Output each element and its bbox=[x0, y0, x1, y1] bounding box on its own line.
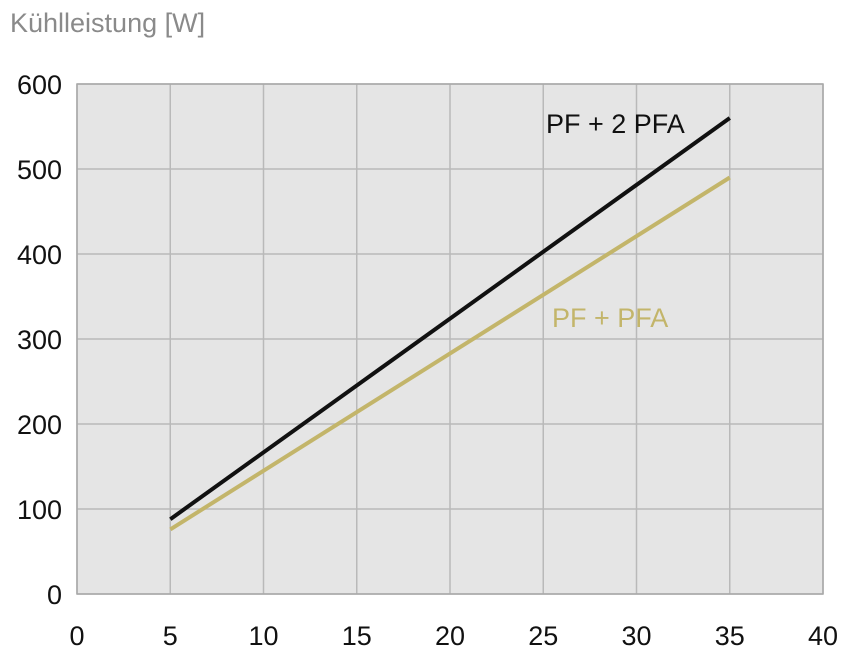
series-line-1 bbox=[169, 175, 731, 532]
series-line-0 bbox=[169, 116, 731, 521]
x-tick-label: 40 bbox=[808, 621, 838, 651]
y-tick-label: 0 bbox=[47, 580, 62, 610]
y-tick-label: 200 bbox=[17, 410, 62, 440]
x-axis-ticks: 0 5 10 15 20 25 30 35 40 bbox=[69, 621, 838, 651]
x-tick-label: 20 bbox=[435, 621, 465, 651]
y-tick-label: 500 bbox=[17, 155, 62, 185]
x-tick-label: 35 bbox=[715, 621, 745, 651]
series-lines bbox=[169, 116, 731, 532]
y-tick-label: 300 bbox=[17, 325, 62, 355]
x-tick-label: 30 bbox=[621, 621, 651, 651]
series-label-pf-pfa: PF + PFA bbox=[552, 303, 668, 333]
y-axis-title: Kühlleistung [W] bbox=[10, 8, 205, 38]
x-tick-label: 5 bbox=[163, 621, 178, 651]
y-axis-ticks: 0 100 200 300 400 500 600 bbox=[17, 70, 62, 610]
series-label-pf-2pfa: PF + 2 PFA bbox=[546, 109, 685, 139]
y-tick-label: 400 bbox=[17, 240, 62, 270]
x-tick-label: 10 bbox=[248, 621, 278, 651]
x-tick-label: 15 bbox=[342, 621, 372, 651]
plot-frame bbox=[76, 83, 824, 595]
y-tick-label: 100 bbox=[17, 495, 62, 525]
y-tick-label: 600 bbox=[17, 70, 62, 100]
x-tick-label: 0 bbox=[69, 621, 84, 651]
x-tick-label: 25 bbox=[528, 621, 558, 651]
